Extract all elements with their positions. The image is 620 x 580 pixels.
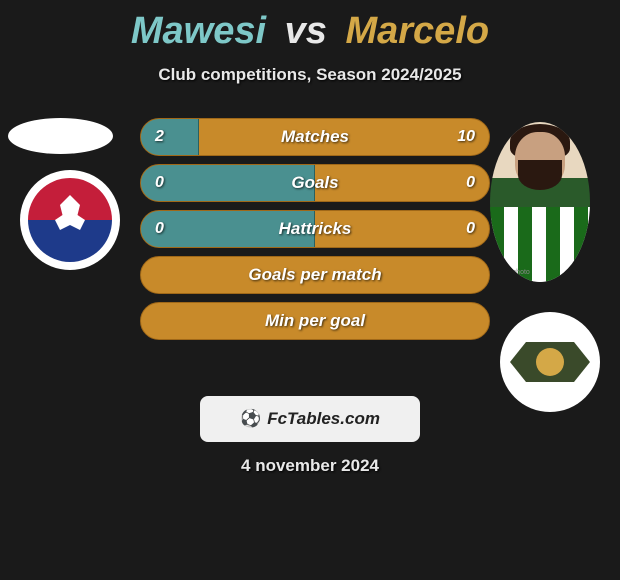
player2-club-badge [500, 312, 600, 412]
beard-icon [518, 160, 562, 190]
soccer-ball-icon: ⚽ [240, 409, 261, 429]
stat-label: Hattricks [141, 219, 489, 239]
stat-row-goals-per-match: Goals per match [140, 256, 490, 294]
stat-row-matches: 2Matches10 [140, 118, 490, 156]
rooster-icon [45, 195, 95, 245]
badge-circle-icon [536, 348, 564, 376]
stat-value-right: 10 [457, 128, 475, 146]
brand-text: FcTables.com [267, 409, 380, 429]
stat-value-right: 0 [466, 174, 475, 192]
player1-avatar-placeholder [8, 118, 113, 154]
gil-vicente-badge-icon [28, 178, 112, 262]
stock-photo-watermark: stock photo [494, 269, 530, 276]
stat-value-right: 0 [466, 220, 475, 238]
brand-badge: ⚽ FcTables.com [200, 396, 420, 442]
player1-club-badge [20, 170, 120, 270]
stat-row-min-per-goal: Min per goal [140, 302, 490, 340]
player1-name: Mawesi [131, 10, 266, 52]
stat-row-goals: 0Goals0 [140, 164, 490, 202]
stats-container: 2Matches100Goals00Hattricks0Goals per ma… [140, 118, 490, 348]
player2-name: Marcelo [345, 10, 489, 52]
moreirense-badge-icon [510, 342, 590, 382]
comparison-title: Mawesi vs Marcelo [0, 0, 620, 53]
stat-label: Matches [141, 127, 489, 147]
stat-label: Min per goal [141, 311, 489, 331]
stat-label: Goals [141, 173, 489, 193]
stat-row-hattricks: 0Hattricks0 [140, 210, 490, 248]
date-text: 4 november 2024 [0, 456, 620, 476]
vs-text: vs [285, 10, 327, 52]
subtitle: Club competitions, Season 2024/2025 [0, 65, 620, 85]
stat-label: Goals per match [141, 265, 489, 285]
player2-avatar: stock photo [490, 122, 590, 282]
